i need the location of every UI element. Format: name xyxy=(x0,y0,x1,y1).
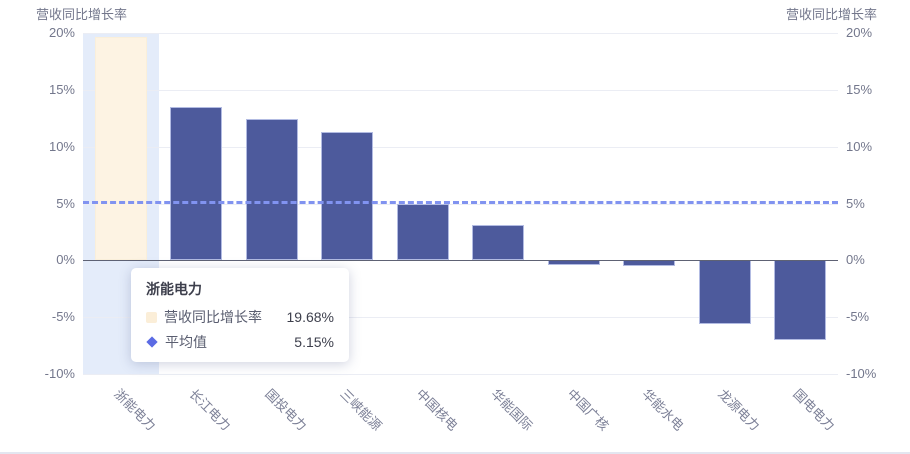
x-category-label-中国广核: 中国广核 xyxy=(564,386,612,434)
y-tick-label-left: 15% xyxy=(48,81,75,97)
gridline xyxy=(83,374,838,375)
y-tick-label-left: -10% xyxy=(44,366,75,381)
x-category-label-国电电力: 国电电力 xyxy=(790,386,838,434)
y-axis-title-left: 营收同比增长率 xyxy=(36,7,128,22)
x-category-label-长江电力: 长江电力 xyxy=(186,386,234,434)
gridline xyxy=(83,89,838,91)
tooltip-average-label: 平均值 xyxy=(165,334,207,350)
gridline xyxy=(83,146,838,148)
bar-长江电力[interactable] xyxy=(170,106,223,261)
bar-华能水电[interactable] xyxy=(623,260,676,266)
y-tick-label-left: 5% xyxy=(56,195,75,211)
plot-area: 20% 20% 15% 15% 10% 10% 5% 5% 0% 0% -5% -5% -10% -10%… xyxy=(45,25,877,434)
gridline xyxy=(83,33,838,34)
y-tick-label-right: 15% xyxy=(846,81,873,97)
y-tick-label-right: 20% xyxy=(846,25,873,40)
square-cream-icon xyxy=(146,311,157,323)
y-tick-label-left: 10% xyxy=(48,138,75,154)
x-category-label-龙源电力: 龙源电力 xyxy=(715,386,763,434)
tooltip-average-value: 5.15% xyxy=(294,334,334,350)
y-tick-label-left: 20% xyxy=(48,25,75,40)
y-tick-label-left: 0% xyxy=(56,252,75,268)
bar-国电电力[interactable] xyxy=(774,260,827,340)
bar-中国核电[interactable] xyxy=(396,203,449,261)
bar-中国广核[interactable] xyxy=(547,260,600,265)
y-tick-label-right: 5% xyxy=(846,195,865,211)
x-category-label-国投电力: 国投电力 xyxy=(262,386,310,434)
y-tick-label-right: 10% xyxy=(846,138,873,154)
y-tick-label-left: -5% xyxy=(51,309,75,325)
y-tick-label-right: -10% xyxy=(846,366,877,381)
bar-三峡能源[interactable] xyxy=(321,131,374,261)
gridline xyxy=(83,203,838,205)
x-category-label-华能国际: 华能国际 xyxy=(488,386,536,434)
x-category-label-三峡能源: 三峡能源 xyxy=(337,386,385,434)
average-dashed-line xyxy=(83,200,838,204)
bar-浙能电力[interactable] xyxy=(94,36,147,261)
x-category-label-浙能电力: 浙能电力 xyxy=(111,386,159,434)
gridline xyxy=(83,317,838,319)
x-category-label-中国核电: 中国核电 xyxy=(413,386,461,434)
tooltip-series-value: 19.68% xyxy=(286,309,334,325)
bar-国投电力[interactable] xyxy=(245,119,298,261)
bar-华能国际[interactable] xyxy=(472,225,525,261)
tooltip-series-label: 营收同比增长率 xyxy=(164,309,262,325)
tooltip-row-series: 营收同比增长率 19.68% xyxy=(146,307,334,327)
tooltip-title: 浙能电力 xyxy=(146,281,202,297)
y-tick-label-right: -5% xyxy=(846,309,870,325)
x-category-label-华能水电: 华能水电 xyxy=(639,386,687,434)
tooltip-row-average: 平均值 5.15% xyxy=(146,332,334,352)
y-tick-label-right: 0% xyxy=(846,252,865,268)
diamond-blue-icon xyxy=(146,336,158,348)
hover-tooltip: 浙能电力 营收同比增长率 19.68% 平均值 5.15% xyxy=(131,268,349,362)
zero-axis-line xyxy=(83,260,838,262)
y-axis-title-right: 营收同比增长率 xyxy=(785,7,877,22)
bar-龙源电力[interactable] xyxy=(698,260,751,324)
